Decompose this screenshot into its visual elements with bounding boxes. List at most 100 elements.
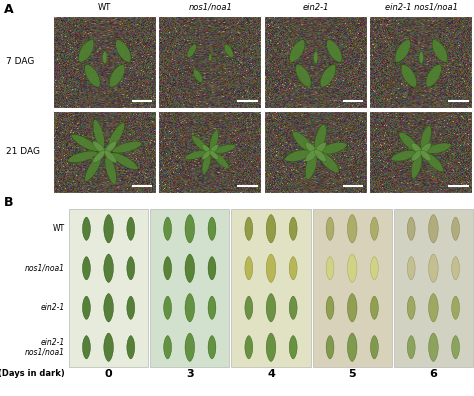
Polygon shape [187,44,196,58]
Polygon shape [164,296,172,320]
Bar [53,111,156,193]
Polygon shape [411,153,422,179]
Polygon shape [290,40,305,62]
Polygon shape [289,296,297,320]
Polygon shape [305,152,317,180]
Polygon shape [212,152,229,169]
Polygon shape [202,150,211,160]
Polygon shape [104,141,117,154]
Polygon shape [266,254,276,282]
Polygon shape [432,40,447,62]
Polygon shape [289,257,297,280]
Polygon shape [419,51,423,64]
Text: B: B [4,196,13,209]
Polygon shape [326,335,334,359]
Polygon shape [82,335,91,359]
Polygon shape [116,40,131,62]
Polygon shape [185,293,195,322]
Polygon shape [326,217,334,240]
Polygon shape [202,152,211,175]
Polygon shape [104,215,113,243]
Polygon shape [112,141,142,153]
Polygon shape [67,151,98,162]
Text: 3: 3 [186,369,193,379]
Polygon shape [104,293,113,322]
Bar [370,111,473,193]
Polygon shape [208,335,216,359]
Text: nos1/noa1: nos1/noa1 [188,3,232,12]
Polygon shape [420,150,431,161]
Polygon shape [320,65,336,87]
Text: WT: WT [53,224,65,233]
Polygon shape [208,257,216,280]
Polygon shape [127,296,135,320]
Polygon shape [327,40,342,62]
Text: 21 DAG: 21 DAG [6,147,40,156]
Polygon shape [420,126,431,151]
Polygon shape [428,293,438,322]
Text: ein2-1
nos1/noa1: ein2-1 nos1/noa1 [25,337,65,357]
Polygon shape [428,215,438,243]
Polygon shape [347,254,357,282]
Polygon shape [407,335,415,359]
Polygon shape [347,215,357,243]
Bar [264,16,367,108]
Text: nos1/noa1: nos1/noa1 [25,264,65,273]
Polygon shape [371,257,378,280]
Polygon shape [326,296,334,320]
Bar [264,111,367,193]
Polygon shape [428,333,438,362]
Polygon shape [326,257,334,280]
Polygon shape [371,335,378,359]
Bar [69,209,148,367]
Polygon shape [102,51,107,64]
Polygon shape [391,150,417,161]
Polygon shape [108,122,125,150]
Polygon shape [452,335,459,359]
Polygon shape [185,333,195,362]
Polygon shape [411,150,422,161]
Polygon shape [208,217,216,240]
Polygon shape [245,217,253,240]
Polygon shape [426,65,441,87]
Polygon shape [266,215,276,243]
Polygon shape [428,254,438,282]
Polygon shape [266,293,276,322]
Polygon shape [79,40,94,62]
Polygon shape [127,217,135,240]
Text: 5: 5 [348,369,356,379]
Polygon shape [164,217,172,240]
Polygon shape [289,335,297,359]
Polygon shape [371,217,378,240]
Polygon shape [104,254,113,282]
Polygon shape [426,143,451,154]
Polygon shape [111,153,138,169]
Text: ein2-1 nos1/noa1: ein2-1 nos1/noa1 [385,3,458,12]
Polygon shape [209,150,219,160]
Polygon shape [93,150,105,163]
Polygon shape [314,150,326,162]
Text: A: A [4,3,14,16]
Polygon shape [318,152,339,173]
Polygon shape [85,154,101,181]
Polygon shape [399,132,418,151]
Polygon shape [93,141,105,154]
Polygon shape [319,143,347,154]
Bar [394,209,473,367]
Polygon shape [266,333,276,362]
Polygon shape [224,44,233,58]
Polygon shape [127,335,135,359]
Polygon shape [314,143,326,154]
Polygon shape [420,143,431,154]
Bar [158,111,262,193]
Bar [370,16,473,108]
Polygon shape [395,40,410,62]
Polygon shape [210,129,219,152]
Polygon shape [305,143,317,154]
Polygon shape [452,217,459,240]
Polygon shape [191,135,208,152]
Polygon shape [82,257,91,280]
Polygon shape [407,296,415,320]
Bar [312,209,392,367]
Polygon shape [371,296,378,320]
